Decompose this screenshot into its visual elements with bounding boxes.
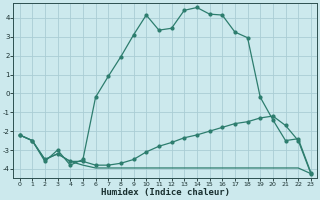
X-axis label: Humidex (Indice chaleur): Humidex (Indice chaleur) bbox=[101, 188, 230, 197]
